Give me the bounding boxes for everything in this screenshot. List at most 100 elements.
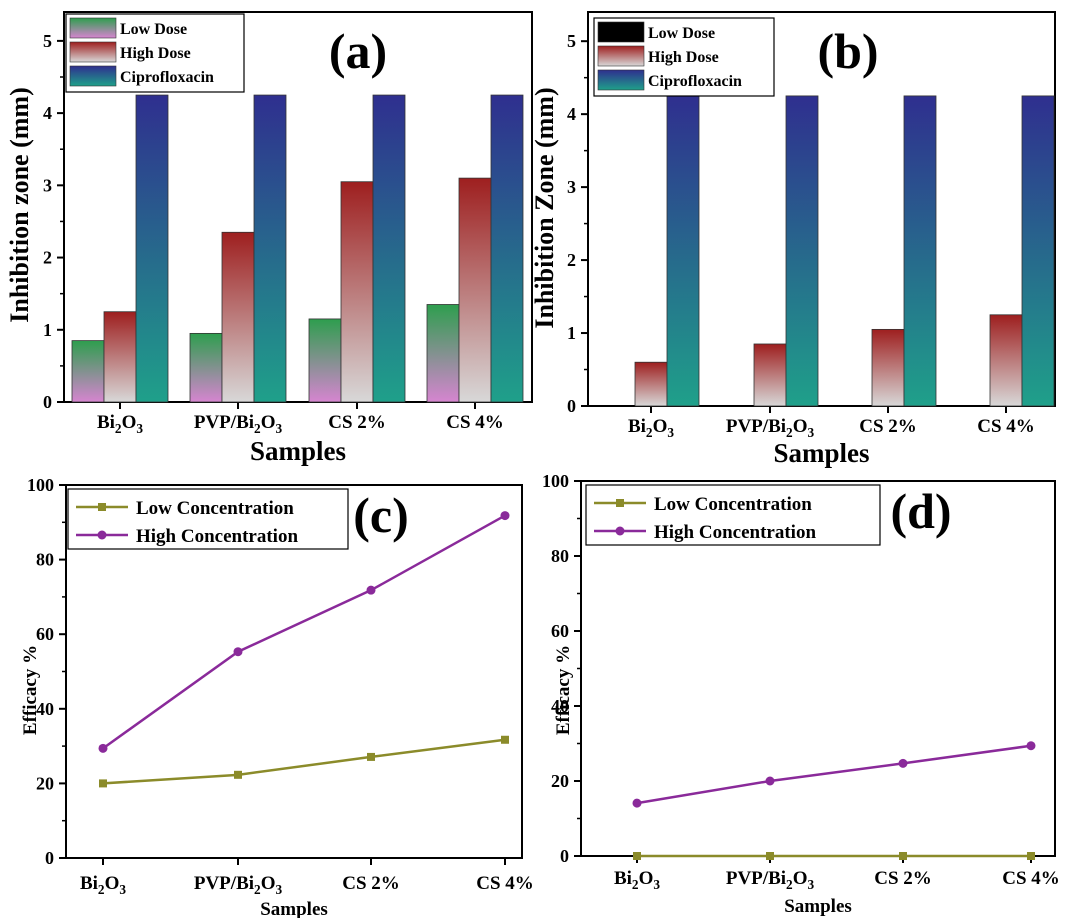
point-high-concentration-2 (898, 758, 908, 768)
legend-label: Low Concentration (654, 494, 812, 515)
x-tick-label-base: CS 2% (328, 412, 386, 433)
legend-swatch (597, 45, 645, 67)
x-tick-label-sub2: 3 (275, 882, 282, 897)
x-tick-label: CS 4% (476, 873, 534, 894)
x-tick-label: Bi2O3 (614, 868, 660, 892)
x-tick-label: CS 4% (446, 412, 504, 433)
legend-label: High Concentration (136, 526, 298, 547)
plot-frame (587, 11, 1056, 407)
y-tick-label: 60 (551, 621, 569, 641)
y-tick-label: 20 (36, 773, 54, 793)
x-tick-label-sub: 2 (786, 877, 793, 892)
bar-ciprofloxacin-0 (666, 95, 700, 407)
y-tick-label: 2 (567, 250, 576, 270)
point-high-concentration-2 (366, 585, 376, 595)
y-axis-title: Efficacy % (553, 645, 574, 735)
y-tick-label: 20 (551, 771, 569, 791)
point-high-concentration-3 (500, 511, 510, 521)
line-high-concentration (636, 744, 1032, 805)
bar-high-dose-2 (340, 181, 374, 403)
bar-ciprofloxacin-3 (490, 94, 524, 403)
bar-ciprofloxacin-1 (253, 94, 287, 403)
bar-ciprofloxacin-3 (1021, 95, 1055, 407)
x-tick-label-base: Bi (614, 868, 632, 889)
legend-label: Low Dose (648, 25, 715, 42)
legend-swatch (69, 41, 117, 63)
y-axis-title: Inhibition Zone (mm) (530, 87, 559, 328)
x-tick-label-sub2: 3 (653, 877, 660, 892)
y-tick-label: 0 (560, 846, 569, 866)
x-tick-label-base: PVP/Bi (194, 412, 254, 433)
y-tick-label: 2 (43, 248, 52, 268)
x-tick-label-sub2: 3 (119, 882, 126, 897)
x-axis-title: Samples (784, 896, 852, 917)
legend-marker (98, 503, 106, 511)
point-low-concentration-1 (766, 852, 774, 860)
x-tick-label: Bi2O3 (80, 873, 126, 897)
x-tick-label-base: PVP/Bi (726, 868, 786, 889)
x-axis-title: Samples (260, 899, 328, 918)
bar-ciprofloxacin-2 (372, 94, 406, 403)
bar-high-dose-0 (103, 311, 137, 403)
x-tick-label-base: CS 2% (874, 868, 932, 889)
x-tick-label: CS 4% (977, 416, 1035, 437)
y-tick-label: 0 (45, 848, 54, 868)
y-axis-title: Inhibition zone (mm) (5, 87, 34, 322)
legend-box (585, 484, 881, 546)
x-tick-label: CS 2% (342, 873, 400, 894)
point-high-concentration-1 (233, 647, 243, 657)
x-tick-label-rest: O (261, 873, 276, 894)
y-tick-label: 100 (542, 471, 569, 491)
x-axis-title: Samples (773, 438, 869, 468)
x-tick-label-sub2: 3 (136, 421, 143, 436)
x-tick-label-sub: 2 (98, 882, 105, 897)
panel-label: (b) (817, 23, 878, 79)
legend-label: High Dose (648, 49, 719, 66)
legend-label: High Concentration (654, 522, 816, 543)
bar-high-dose-1 (221, 231, 255, 403)
bar-high-dose-2 (871, 328, 905, 407)
point-low-concentration-3 (501, 735, 509, 744)
x-tick-label-sub2: 3 (807, 877, 814, 892)
x-tick-label-sub2: 3 (667, 425, 674, 440)
y-tick-label: 0 (567, 396, 576, 416)
x-tick-label: PVP/Bi2O3 (726, 416, 815, 440)
panel-label: (d) (890, 483, 951, 539)
x-tick-label: PVP/Bi2O3 (194, 412, 283, 436)
legend-swatch (597, 21, 645, 43)
x-tick-label-base: CS 2% (342, 873, 400, 894)
y-tick-label: 3 (43, 175, 52, 195)
legend-label: Ciprofloxacin (120, 69, 214, 86)
point-low-concentration-0 (99, 779, 107, 788)
x-tick-label-rest: O (122, 412, 137, 433)
y-tick-label: 4 (567, 104, 576, 124)
bar-ciprofloxacin-0 (135, 94, 169, 403)
x-tick-label-base: PVP/Bi (726, 416, 786, 437)
legend-box (67, 488, 349, 550)
x-tick-label-rest: O (105, 873, 120, 894)
panel-label: (c) (353, 487, 409, 543)
x-tick-label-base: Bi (628, 416, 646, 437)
point-low-concentration-2 (899, 852, 907, 860)
point-high-concentration-0 (98, 743, 108, 753)
point-high-concentration-3 (1026, 741, 1036, 751)
y-tick-label: 5 (567, 31, 576, 51)
legend-marker (616, 499, 624, 507)
point-high-concentration-1 (765, 776, 775, 786)
point-low-concentration-3 (1027, 852, 1035, 860)
legend-label: Low Dose (120, 21, 187, 38)
y-tick-label: 0 (43, 392, 52, 412)
plot-frame (63, 11, 533, 403)
point-low-concentration-2 (367, 752, 375, 761)
x-tick-label-rest: O (639, 868, 654, 889)
x-tick-label-sub: 2 (254, 421, 261, 436)
x-tick-label-rest: O (793, 868, 808, 889)
y-axis-title: Efficacy % (20, 645, 41, 735)
x-tick-label-rest: O (653, 416, 668, 437)
panel-label: (a) (329, 23, 387, 79)
line-high-concentration (102, 514, 506, 750)
x-tick-label-base: CS 4% (1002, 868, 1060, 889)
